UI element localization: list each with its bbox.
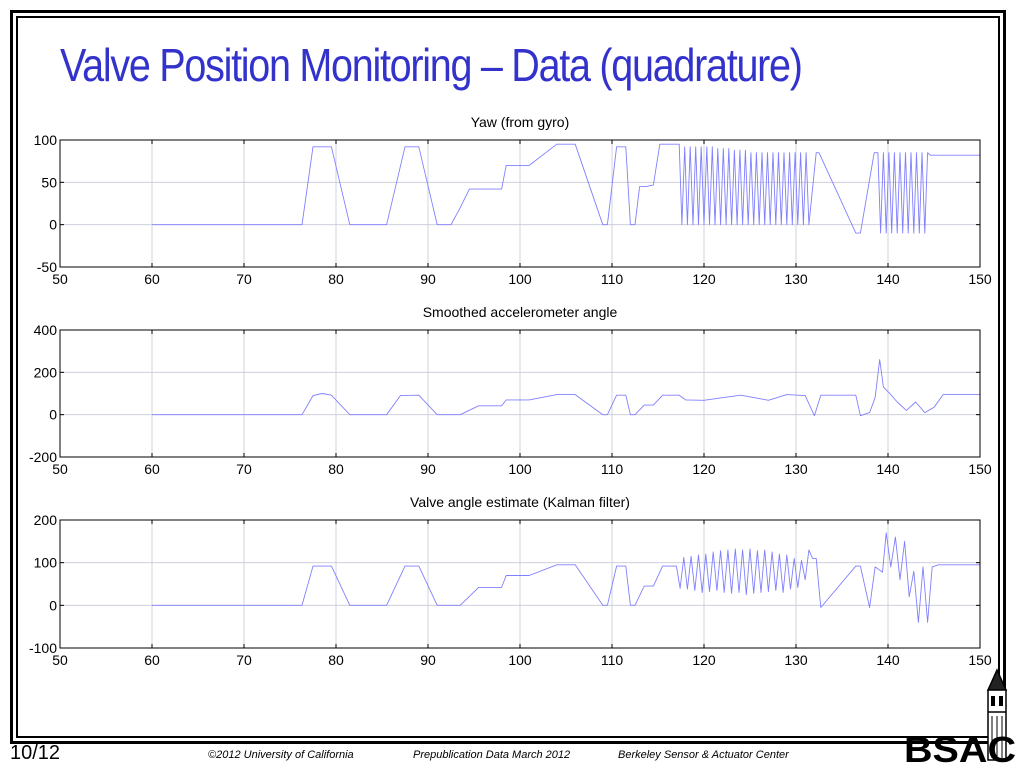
plot-frame-1 [59, 139, 981, 268]
x-tick-label: 90 [420, 652, 436, 668]
chart-title-3: Valve angle estimate (Kalman filter) [410, 494, 630, 510]
campanile-icon [986, 668, 1008, 761]
y-tick-label: 100 [34, 555, 58, 571]
x-tick-label: 100 [508, 652, 532, 668]
x-tick-label: 50 [52, 461, 68, 477]
x-tick-label: 80 [328, 461, 344, 477]
y-tick-label: 200 [34, 512, 58, 528]
slide-frame-inner [16, 16, 1000, 738]
y-tick-label: -50 [37, 259, 57, 275]
x-tick-label: 70 [236, 271, 252, 287]
slide-title: Valve Position Monitoring – Data (quadra… [60, 39, 803, 91]
x-tick-label: 140 [876, 271, 900, 287]
chart-title-2: Smoothed accelerometer angle [423, 304, 618, 320]
x-tick-label: 60 [144, 461, 160, 477]
x-tick-label: 80 [328, 271, 344, 287]
y-tick-label: 0 [49, 407, 57, 423]
x-tick-label: 90 [420, 271, 436, 287]
x-tick-label: 120 [692, 271, 716, 287]
x-tick-label: 130 [784, 461, 808, 477]
x-tick-label: 80 [328, 652, 344, 668]
y-tick-label: -100 [29, 640, 57, 656]
y-tick-label: 0 [49, 217, 57, 233]
logo-text: BSAC [904, 729, 1016, 766]
x-tick-label: 150 [968, 461, 992, 477]
y-tick-label: 0 [49, 597, 57, 613]
y-tick-label: 400 [34, 322, 58, 338]
x-tick-label: 100 [508, 271, 532, 287]
bsac-logo: BSAC [904, 668, 1016, 766]
x-tick-label: 140 [876, 652, 900, 668]
x-tick-label: 100 [508, 461, 532, 477]
y-tick-label: 100 [34, 132, 58, 148]
page-number: 10/12 [10, 742, 61, 764]
x-tick-label: 70 [236, 461, 252, 477]
slide-frame-outer [10, 10, 1006, 744]
plot-frame-3 [59, 519, 981, 649]
footer-copyright: ©2012 University of California [208, 749, 354, 761]
x-tick-label: 140 [876, 461, 900, 477]
x-tick-label: 150 [968, 652, 992, 668]
y-tick-label: 200 [34, 364, 58, 380]
y-tick-label: 50 [41, 174, 57, 190]
x-tick-label: 70 [236, 652, 252, 668]
series-line-1-1 [152, 143, 980, 234]
x-tick-label: 90 [420, 461, 436, 477]
x-tick-label: 130 [784, 652, 808, 668]
x-tick-label: 60 [144, 271, 160, 287]
y-tick-label: -200 [29, 449, 57, 465]
x-tick-label: 50 [52, 652, 68, 668]
plot-frame-2 [59, 329, 981, 458]
x-tick-label: 110 [601, 271, 624, 287]
series-line-2-1 [152, 359, 980, 417]
x-tick-label: 120 [692, 652, 716, 668]
x-tick-label: 50 [52, 271, 68, 287]
x-tick-label: 120 [692, 461, 716, 477]
footer-note: Prepublication Data March 2012 [413, 749, 571, 761]
footer-center: Berkeley Sensor & Actuator Center [618, 749, 789, 761]
x-tick-label: 60 [144, 652, 160, 668]
x-tick-label: 110 [601, 652, 624, 668]
x-tick-label: 110 [601, 461, 624, 477]
series-line-3-1 [152, 532, 980, 623]
chart-title-1: Yaw (from gyro) [471, 114, 570, 130]
x-tick-label: 150 [968, 271, 992, 287]
x-tick-label: 130 [784, 271, 808, 287]
